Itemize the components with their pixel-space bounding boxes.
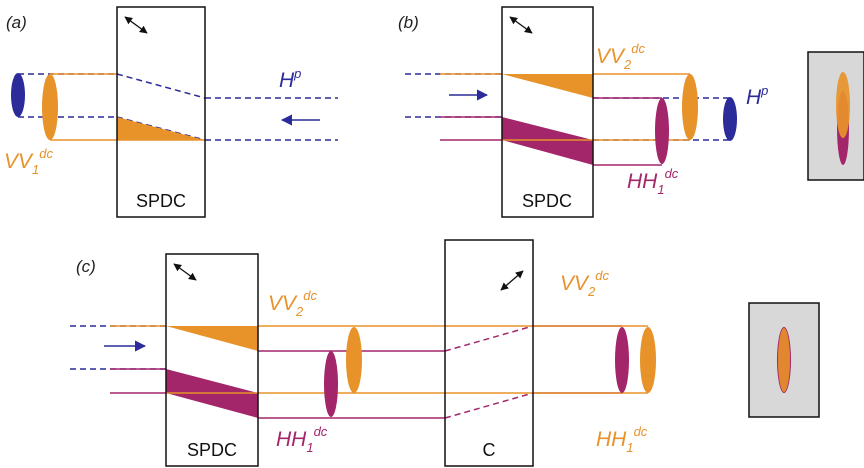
- panel-c: (c) SPDC C VV2: [70, 239, 820, 467]
- optic-axis-icon: [173, 263, 197, 281]
- spdc-crystal-c: [165, 253, 259, 467]
- hh1-beam-profile: [655, 98, 669, 164]
- inset-vv2-spot: [836, 72, 850, 138]
- hh1-label-c: HH1dc: [276, 424, 328, 455]
- vv2-generation-wedge: [502, 74, 593, 98]
- spdc-label-a: SPDC: [136, 191, 186, 211]
- panel-b-label: (b): [398, 13, 419, 32]
- panel-a-label: (a): [6, 13, 27, 32]
- overlap-inset-c: [748, 302, 820, 418]
- vv1-beam-profile: [42, 74, 58, 140]
- vv2-generation-wedge: [166, 326, 258, 351]
- spdc-label-b: SPDC: [522, 191, 572, 211]
- hh1-c-walkoff-lower: [444, 392, 534, 419]
- hh1-label-b: HH1dc: [627, 166, 679, 197]
- vv2-label-b: VV2dc: [596, 41, 645, 72]
- pump-label-b: Hp: [746, 83, 768, 109]
- spdc-crystal-a: [116, 6, 206, 218]
- vv2-label-c-out: VV2dc: [560, 268, 609, 299]
- pump-walkoff-upper: [116, 73, 206, 99]
- pump-beam-profile: [723, 97, 737, 141]
- vv1-label: VV1dc: [4, 146, 53, 177]
- vv2-beam-profile-compensated: [640, 327, 656, 393]
- vv1-generation-wedge: [117, 117, 205, 140]
- panel-b: (b) SPDC VV2dc Hp HH1dc: [398, 6, 864, 218]
- optic-axis-icon: [500, 270, 524, 291]
- optic-axis-icon: [509, 16, 533, 34]
- inset-vv2-spot: [778, 328, 790, 392]
- vv2-label-c: VV2dc: [268, 288, 317, 319]
- compensator-crystal: [444, 239, 534, 467]
- hh1-c-walkoff-upper: [444, 325, 534, 352]
- pump-beam-profile: [11, 73, 25, 117]
- spdc-crystal-b: [501, 6, 594, 218]
- hh1-beam-profile: [324, 351, 338, 417]
- vv2-beam-profile: [682, 74, 698, 140]
- panel-a: (a) SPDC Hp VV1dc: [4, 6, 338, 218]
- optic-axis-icon: [124, 16, 148, 34]
- vv2-beam-profile: [346, 327, 362, 393]
- pump-label-a: Hp: [279, 66, 301, 92]
- hh1-generation-wedge: [502, 117, 593, 165]
- compensator-label: C: [483, 440, 496, 460]
- panel-c-label: (c): [76, 257, 96, 276]
- hh1-beam-profile-compensated: [615, 327, 629, 393]
- overlap-inset-b: [807, 51, 864, 181]
- spdc-label-c: SPDC: [187, 440, 237, 460]
- hh1-label-c-out: HH1dc: [596, 424, 648, 455]
